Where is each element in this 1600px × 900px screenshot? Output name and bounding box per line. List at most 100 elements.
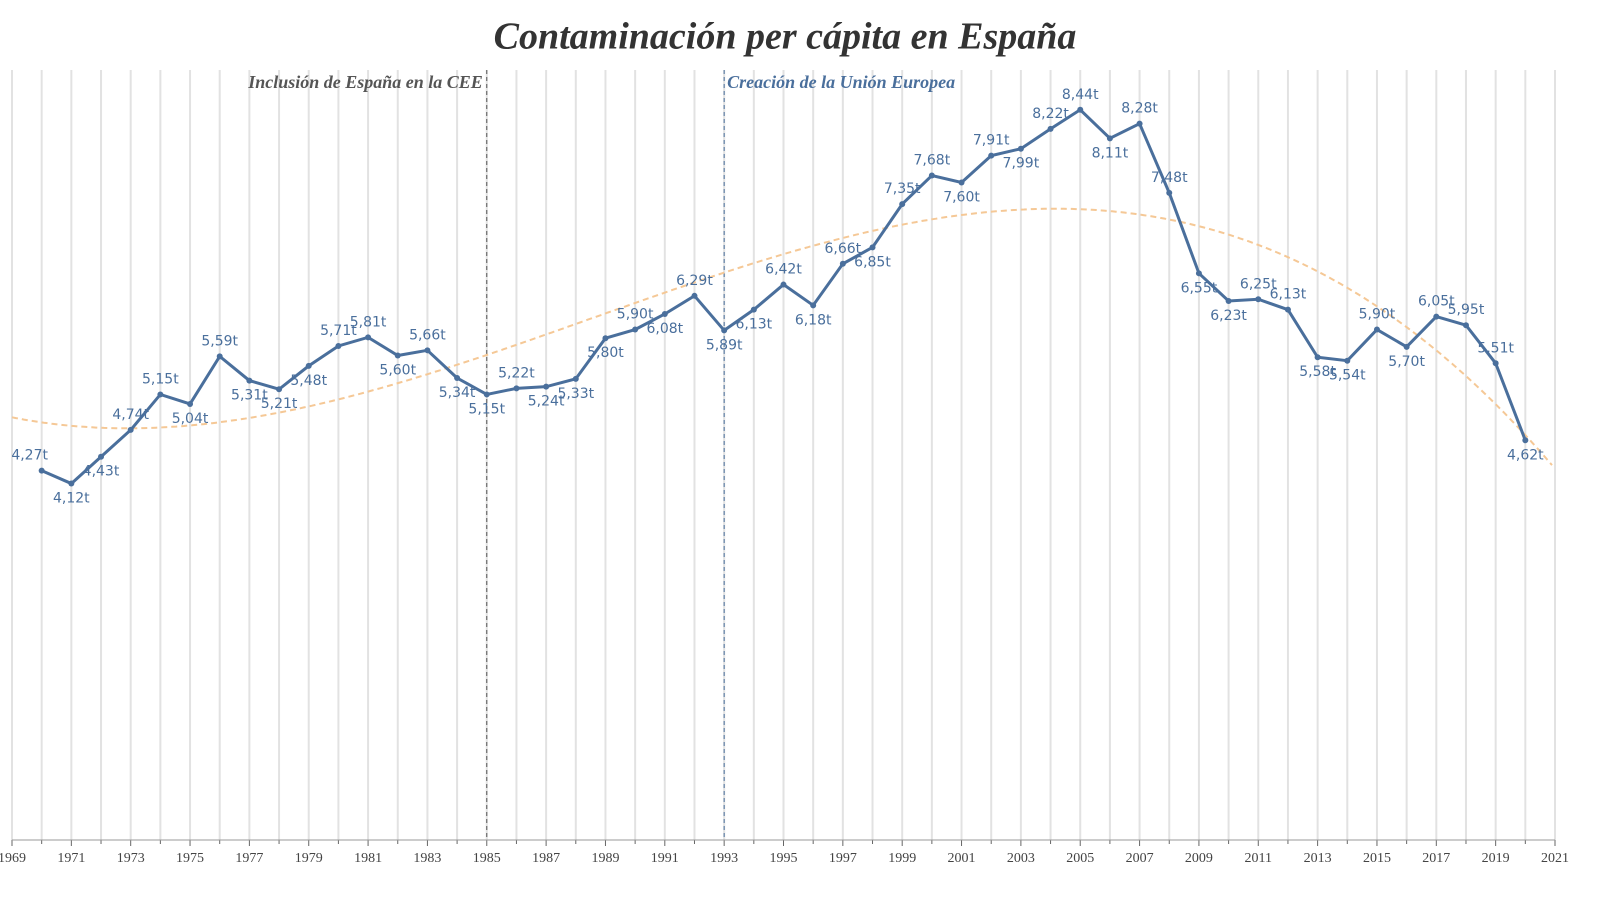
x-tick-label: 1975	[176, 851, 204, 866]
point	[691, 292, 698, 299]
data-label: 5,71t	[320, 323, 357, 339]
x-tick-label: 2019	[1482, 851, 1510, 866]
point	[1314, 354, 1321, 361]
trend-line	[11, 207, 1553, 466]
point	[305, 362, 312, 369]
data-label: 6,85t	[854, 254, 891, 270]
point	[157, 391, 164, 398]
data-label: 7,91t	[973, 133, 1010, 149]
x-tick-label: 2021	[1541, 851, 1569, 866]
data-label: 6,13t	[735, 317, 772, 333]
data-label: 5,34t	[439, 385, 476, 401]
annotation: Inclusión de España en la CEE	[247, 72, 483, 92]
data-label: 5,15t	[468, 401, 505, 417]
point	[38, 467, 45, 474]
point	[68, 480, 75, 487]
point	[1047, 125, 1054, 132]
data-label: 5,33t	[557, 386, 594, 402]
point	[1284, 306, 1291, 313]
point	[602, 335, 609, 342]
point	[1136, 120, 1143, 127]
x-tick-label: 1985	[473, 851, 501, 866]
data-label: 6,66t	[825, 241, 862, 257]
data-label: 8,28t	[1121, 101, 1158, 117]
point	[899, 201, 906, 208]
data-label: 8,44t	[1062, 87, 1099, 103]
point	[394, 352, 401, 359]
point	[424, 347, 431, 354]
point	[928, 172, 935, 179]
point	[750, 306, 757, 313]
x-tick-label: 1971	[57, 851, 85, 866]
x-tick-label: 2003	[1007, 851, 1035, 866]
data-label: 5,80t	[587, 345, 624, 361]
x-tick-label: 2009	[1185, 851, 1213, 866]
data-label: 4,27t	[11, 448, 48, 464]
point	[1225, 298, 1232, 304]
point	[1195, 270, 1202, 277]
data-label: 5,60t	[379, 363, 416, 379]
point	[839, 260, 846, 267]
data-label: 5,22t	[498, 365, 535, 381]
data-label: 8,22t	[1032, 106, 1069, 122]
point	[335, 342, 342, 349]
data-label: 4,12t	[53, 491, 90, 507]
point	[127, 426, 134, 433]
point	[276, 386, 283, 393]
point	[365, 334, 372, 341]
data-label: 5,66t	[409, 327, 446, 343]
data-label: 6,08t	[646, 321, 683, 337]
data-label: 5,21t	[261, 396, 298, 412]
x-tick-label: 2015	[1363, 851, 1391, 866]
point	[1492, 360, 1499, 367]
point	[543, 383, 550, 390]
data-label: 4,43t	[83, 464, 120, 480]
x-tick-label: 2013	[1304, 851, 1332, 866]
data-label: 7,35t	[884, 181, 921, 197]
x-tick-label: 1991	[651, 851, 679, 866]
data-label: 7,68t	[914, 153, 951, 169]
data-label: 5,95t	[1448, 302, 1485, 318]
data-label: 5,90t	[1359, 307, 1396, 323]
data-label: 5,51t	[1477, 340, 1514, 356]
point	[721, 327, 728, 334]
data-label: 5,31t	[231, 388, 268, 404]
data-label: 6,18t	[795, 312, 832, 328]
data-label: 5,15t	[142, 371, 179, 387]
x-tick-label: 1999	[888, 851, 916, 866]
annotation: Creación de la Unión Europea	[727, 72, 955, 92]
data-label: 7,60t	[943, 189, 980, 205]
point	[1462, 322, 1469, 329]
data-label: 6,13t	[1270, 287, 1307, 303]
x-tick-label: 2001	[948, 851, 976, 866]
point	[632, 326, 639, 333]
x-tick-label: 1987	[532, 851, 560, 866]
point	[513, 385, 520, 392]
point	[1106, 135, 1113, 142]
x-tick-label: 1983	[413, 851, 441, 866]
point	[1522, 437, 1529, 444]
point	[1403, 343, 1410, 350]
x-tick-label: 1997	[829, 851, 857, 866]
point	[958, 179, 965, 186]
data-label: 7,48t	[1151, 170, 1188, 186]
x-tick-label: 1981	[354, 851, 382, 866]
data-label: 5,58t	[1299, 364, 1336, 380]
x-tick-label: 2007	[1126, 851, 1154, 866]
x-tick-label: 1979	[295, 851, 323, 866]
x-tick-label: 2017	[1422, 851, 1450, 866]
point	[1077, 106, 1084, 113]
data-label: 6,42t	[765, 262, 802, 278]
data-label: 5,24t	[528, 394, 565, 410]
x-tick-label: 1989	[591, 851, 619, 866]
data-label: 5,89t	[706, 337, 743, 353]
point	[187, 400, 194, 407]
x-tick-label: 1969	[0, 851, 26, 866]
point	[869, 244, 876, 251]
data-label: 5,81t	[350, 314, 387, 330]
point	[246, 377, 253, 384]
point	[216, 353, 223, 360]
data-label: 6,05t	[1418, 294, 1455, 310]
x-tick-label: 2005	[1066, 851, 1094, 866]
